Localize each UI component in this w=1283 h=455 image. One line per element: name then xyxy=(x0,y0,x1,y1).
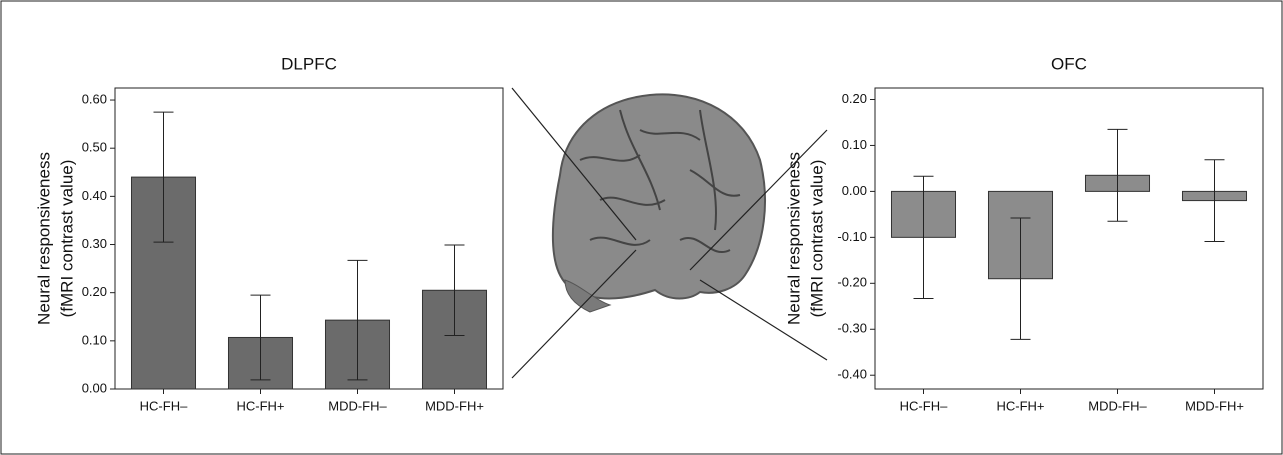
figure: DLPFCNeural responsiveness(fMRI contrast… xyxy=(0,0,1283,455)
y-tick-label: 0.00 xyxy=(842,183,867,198)
y-tick-label: 0.40 xyxy=(82,188,107,203)
plot-frame xyxy=(875,88,1263,389)
y-tick-label: 0.20 xyxy=(842,91,867,106)
chart-title: OFC xyxy=(1051,54,1087,73)
y-tick-label: 0.50 xyxy=(82,140,107,155)
y-tick-label: -0.30 xyxy=(837,321,867,336)
y-tick-label: 0.00 xyxy=(82,380,107,395)
x-tick-label: HC-FH+ xyxy=(996,398,1044,413)
y-tick-label: 0.30 xyxy=(82,236,107,251)
y-axis-label: Neural responsiveness xyxy=(784,152,803,325)
y-axis-label: (fMRI contrast value) xyxy=(57,160,76,318)
x-tick-label: HC-FH– xyxy=(140,398,188,413)
y-tick-label: -0.20 xyxy=(837,275,867,290)
y-tick-label: -0.40 xyxy=(837,367,867,382)
x-tick-label: MDD-FH+ xyxy=(1185,398,1244,413)
y-tick-label: 0.10 xyxy=(82,332,107,347)
x-tick-label: MDD-FH– xyxy=(328,398,387,413)
y-tick-label: 0.60 xyxy=(82,91,107,106)
brain-image xyxy=(553,94,765,312)
y-axis-label: Neural responsiveness xyxy=(34,152,53,325)
y-axis-label: (fMRI contrast value) xyxy=(807,160,826,318)
x-tick-label: HC-FH– xyxy=(900,398,948,413)
x-tick-label: HC-FH+ xyxy=(236,398,284,413)
y-tick-label: 0.20 xyxy=(82,284,107,299)
y-tick-label: 0.10 xyxy=(842,137,867,152)
x-tick-label: MDD-FH+ xyxy=(425,398,484,413)
x-tick-label: MDD-FH– xyxy=(1088,398,1147,413)
chart-title: DLPFC xyxy=(281,54,337,73)
y-tick-label: -0.10 xyxy=(837,229,867,244)
